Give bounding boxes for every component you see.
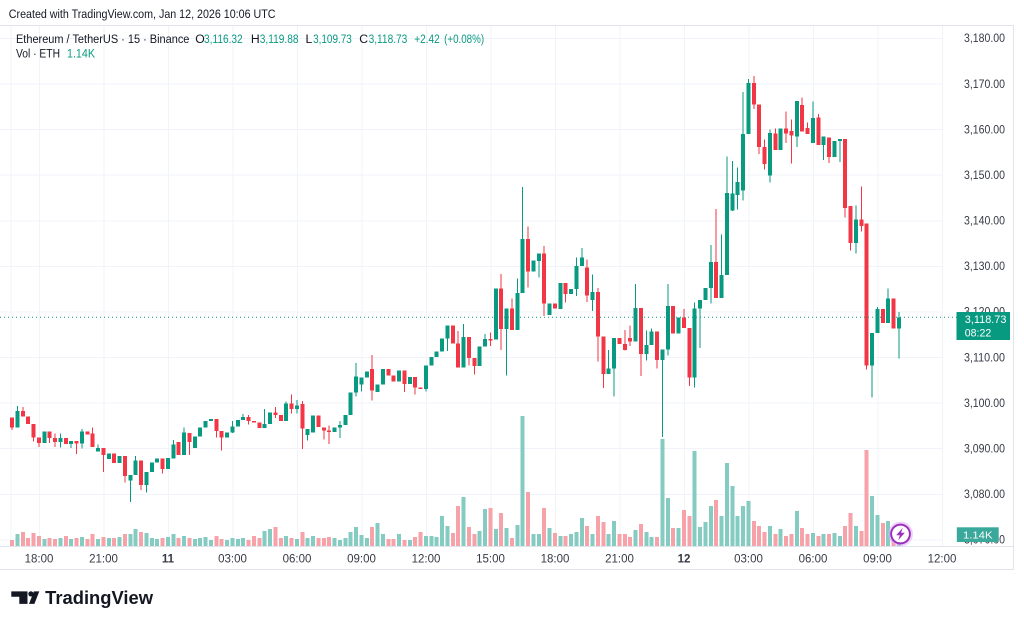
svg-text:3,116.32: 3,116.32: [204, 32, 243, 46]
svg-text:18:00: 18:00: [25, 554, 54, 566]
svg-text:Created with TradingView.com,: Created with TradingView.com, Jan 12, 20…: [9, 7, 276, 21]
svg-text:3,119.88: 3,119.88: [260, 32, 299, 46]
svg-text:O: O: [195, 32, 204, 46]
svg-text:3,090.00: 3,090.00: [964, 441, 1005, 455]
svg-text:09:00: 09:00: [863, 554, 892, 566]
svg-text:C: C: [359, 32, 368, 46]
svg-text:3,118.73: 3,118.73: [369, 32, 408, 46]
svg-text:03:00: 03:00: [734, 554, 763, 566]
svg-text:12:00: 12:00: [412, 554, 441, 566]
svg-text:L: L: [306, 32, 313, 46]
svg-text:09:00: 09:00: [347, 554, 376, 566]
svg-text:H: H: [251, 32, 260, 46]
svg-text:+2.42: +2.42: [414, 32, 440, 46]
svg-text:3,110.00: 3,110.00: [964, 350, 1005, 364]
svg-text:21:00: 21:00: [89, 554, 118, 566]
svg-text:3,118.73: 3,118.73: [965, 314, 1007, 326]
svg-text:3,080.00: 3,080.00: [964, 487, 1005, 501]
svg-text:12:00: 12:00: [928, 554, 957, 566]
svg-text:15:00: 15:00: [476, 554, 505, 566]
svg-text:3,180.00: 3,180.00: [964, 31, 1005, 45]
svg-text:3,100.00: 3,100.00: [964, 396, 1005, 410]
svg-text:08:22: 08:22: [965, 328, 991, 340]
svg-text:06:00: 06:00: [799, 554, 828, 566]
svg-text:Vol · ETH: Vol · ETH: [16, 47, 60, 61]
svg-text:18:00: 18:00: [541, 554, 570, 566]
svg-text:06:00: 06:00: [283, 554, 312, 566]
svg-text:12: 12: [678, 554, 691, 566]
svg-text:11: 11: [162, 554, 175, 566]
svg-text:TradingView: TradingView: [45, 588, 154, 608]
svg-text:1.14K: 1.14K: [963, 529, 993, 541]
svg-text:3,109.73: 3,109.73: [313, 32, 352, 46]
svg-text:3,140.00: 3,140.00: [964, 214, 1005, 228]
svg-text:3,150.00: 3,150.00: [964, 168, 1005, 182]
svg-text:1.14K: 1.14K: [67, 47, 95, 61]
svg-text:3,130.00: 3,130.00: [964, 259, 1005, 273]
svg-text:Ethereum / TetherUS · 15 · Bin: Ethereum / TetherUS · 15 · Binance: [16, 32, 190, 46]
svg-text:03:00: 03:00: [218, 554, 247, 566]
svg-text:21:00: 21:00: [605, 554, 634, 566]
svg-text:3,160.00: 3,160.00: [964, 122, 1005, 136]
svg-text:(+0.08%): (+0.08%): [444, 32, 484, 46]
svg-text:3,170.00: 3,170.00: [964, 77, 1005, 91]
